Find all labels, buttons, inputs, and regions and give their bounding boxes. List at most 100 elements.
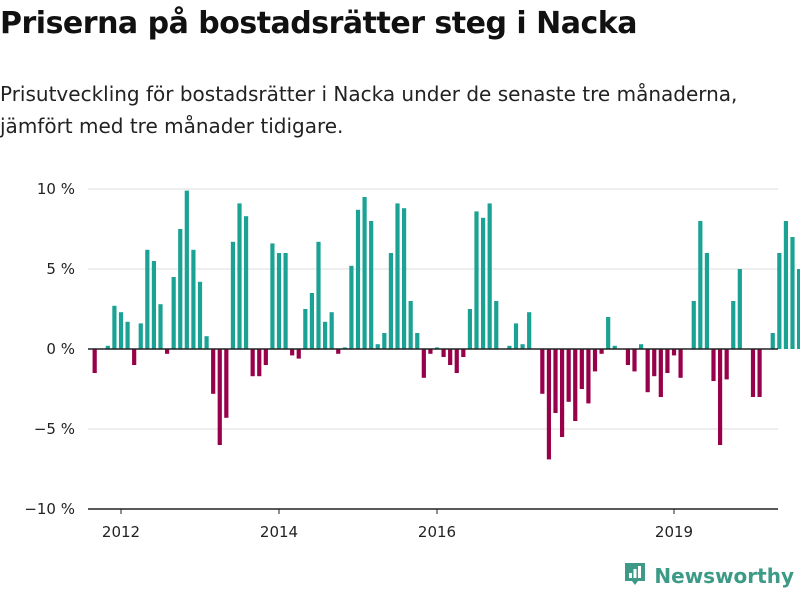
brand-name: Newsworthy bbox=[654, 564, 794, 588]
bar bbox=[527, 312, 532, 349]
bar bbox=[362, 197, 367, 349]
bar bbox=[494, 301, 499, 349]
bar bbox=[777, 253, 782, 349]
x-tick-label: 2012 bbox=[102, 523, 140, 540]
bar bbox=[487, 203, 492, 349]
bar bbox=[606, 317, 611, 349]
bar bbox=[434, 347, 440, 349]
bar bbox=[283, 253, 288, 349]
bar bbox=[737, 269, 742, 349]
bar bbox=[184, 190, 189, 349]
bar bbox=[237, 203, 242, 349]
bar bbox=[92, 349, 97, 373]
bar bbox=[316, 241, 321, 349]
bar bbox=[375, 344, 380, 349]
bar bbox=[448, 349, 453, 365]
bar bbox=[717, 349, 723, 445]
bar bbox=[290, 349, 295, 356]
grid-lines bbox=[88, 188, 778, 430]
bar bbox=[125, 321, 130, 349]
bar bbox=[118, 312, 124, 349]
bar bbox=[546, 349, 552, 460]
bar bbox=[474, 211, 479, 349]
chart-title: Priserna på bostadsrätter steg i Nacka bbox=[0, 6, 637, 41]
bar bbox=[250, 349, 255, 377]
bar bbox=[145, 249, 150, 349]
bar bbox=[783, 221, 789, 349]
bar bbox=[678, 349, 683, 378]
bar bbox=[243, 216, 249, 349]
bar bbox=[454, 349, 459, 373]
bar bbox=[553, 349, 558, 413]
bar-series bbox=[92, 190, 800, 460]
bar bbox=[164, 349, 170, 354]
bar bbox=[211, 349, 216, 394]
bar bbox=[599, 349, 604, 354]
bar bbox=[112, 305, 117, 349]
bar bbox=[204, 336, 209, 349]
bar bbox=[132, 349, 137, 365]
bar bbox=[138, 323, 143, 349]
bar bbox=[796, 269, 800, 349]
bar bbox=[388, 253, 394, 349]
bar bbox=[658, 349, 663, 397]
bar bbox=[698, 221, 703, 349]
bar bbox=[303, 309, 308, 349]
bar bbox=[171, 277, 176, 349]
tick-labels: 10 %5 %0 %−5 %−10 %201220142016201920212… bbox=[24, 180, 693, 540]
bar bbox=[191, 249, 196, 349]
bar bbox=[408, 301, 413, 349]
axes bbox=[88, 348, 778, 514]
bar bbox=[790, 237, 795, 349]
bar bbox=[592, 349, 598, 372]
bar bbox=[757, 349, 762, 397]
bar bbox=[632, 349, 637, 372]
bar bbox=[711, 349, 716, 381]
bar bbox=[461, 349, 466, 357]
bar bbox=[178, 229, 183, 349]
bar bbox=[579, 349, 584, 389]
bar bbox=[270, 243, 275, 349]
bar bbox=[625, 349, 631, 365]
bar bbox=[309, 293, 315, 349]
bar bbox=[770, 333, 775, 349]
bar bbox=[349, 265, 354, 349]
bar bbox=[671, 349, 677, 356]
bar bbox=[645, 349, 650, 393]
bar bbox=[750, 349, 756, 397]
bar bbox=[441, 349, 446, 357]
bar bbox=[586, 349, 591, 404]
newsworthy-brand: Newsworthy bbox=[623, 562, 794, 590]
bar bbox=[105, 345, 110, 349]
bar bbox=[158, 304, 163, 349]
bar bbox=[665, 349, 670, 373]
bar bbox=[401, 208, 407, 349]
bar bbox=[382, 333, 387, 349]
bar bbox=[573, 349, 578, 421]
bar bbox=[197, 281, 203, 349]
bar bbox=[415, 333, 420, 349]
bar bbox=[520, 344, 525, 349]
bar bbox=[322, 321, 328, 349]
y-tick-label: −10 % bbox=[24, 500, 75, 518]
bar bbox=[276, 253, 282, 349]
bar bbox=[329, 312, 334, 349]
y-tick-label: 10 % bbox=[37, 180, 75, 198]
bar bbox=[151, 261, 157, 349]
bar bbox=[257, 349, 262, 377]
bar bbox=[428, 349, 433, 354]
bar bbox=[724, 349, 729, 380]
bar bbox=[230, 241, 236, 349]
y-tick-label: 0 % bbox=[46, 340, 75, 358]
bar bbox=[421, 349, 426, 378]
bar bbox=[342, 347, 347, 349]
bar bbox=[612, 345, 617, 349]
bar bbox=[336, 349, 341, 354]
bar bbox=[296, 349, 301, 359]
bar bbox=[224, 349, 229, 418]
x-tick-label: 2019 bbox=[655, 523, 693, 540]
bar bbox=[217, 349, 222, 445]
bar bbox=[638, 344, 644, 349]
bar bbox=[507, 345, 512, 349]
bar bbox=[369, 221, 374, 349]
